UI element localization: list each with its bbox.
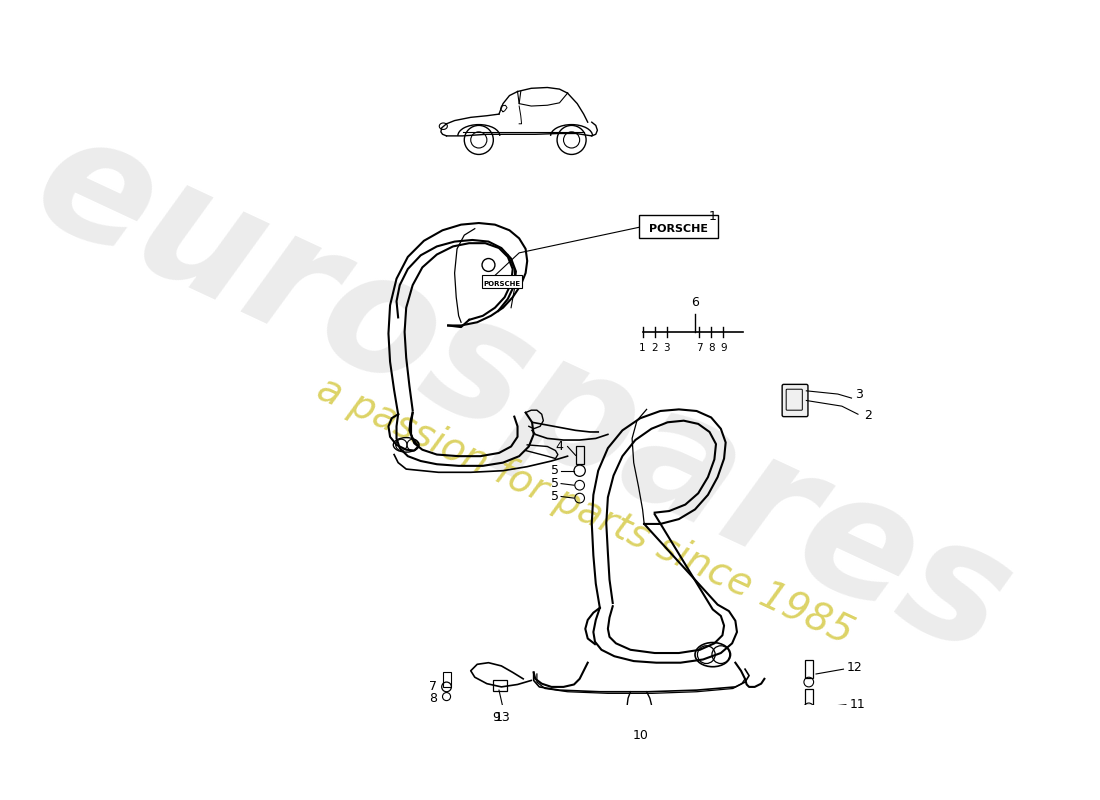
Text: 7: 7 bbox=[695, 343, 703, 354]
Text: 10: 10 bbox=[632, 729, 648, 742]
Text: a passion for parts since 1985: a passion for parts since 1985 bbox=[311, 370, 859, 652]
Bar bbox=[575, 446, 584, 464]
Text: 6: 6 bbox=[691, 296, 698, 310]
FancyBboxPatch shape bbox=[482, 274, 522, 287]
Text: 3: 3 bbox=[855, 387, 862, 401]
Bar bbox=[805, 660, 813, 678]
Text: 12: 12 bbox=[847, 661, 862, 674]
Bar bbox=[443, 672, 451, 687]
Text: 5: 5 bbox=[551, 490, 560, 503]
Bar bbox=[805, 689, 813, 705]
Text: 1: 1 bbox=[708, 210, 717, 223]
Text: 7: 7 bbox=[429, 680, 437, 694]
Text: 13: 13 bbox=[495, 711, 510, 724]
Text: eurospares: eurospares bbox=[11, 98, 1035, 691]
Text: 2: 2 bbox=[865, 410, 872, 422]
Text: PORSCHE: PORSCHE bbox=[649, 224, 707, 234]
Text: 9: 9 bbox=[493, 711, 500, 724]
FancyBboxPatch shape bbox=[638, 215, 718, 238]
Text: 2: 2 bbox=[651, 343, 658, 354]
Text: 3: 3 bbox=[663, 343, 670, 354]
FancyBboxPatch shape bbox=[782, 384, 808, 417]
Text: 1: 1 bbox=[639, 343, 646, 354]
Text: PORSCHE: PORSCHE bbox=[484, 281, 520, 286]
Text: 5: 5 bbox=[551, 477, 560, 490]
Text: 11: 11 bbox=[850, 698, 866, 711]
Text: 8: 8 bbox=[429, 692, 437, 705]
Text: 8: 8 bbox=[707, 343, 715, 354]
Text: 5: 5 bbox=[551, 464, 560, 477]
Text: 9: 9 bbox=[719, 343, 727, 354]
Text: 4: 4 bbox=[556, 440, 563, 453]
